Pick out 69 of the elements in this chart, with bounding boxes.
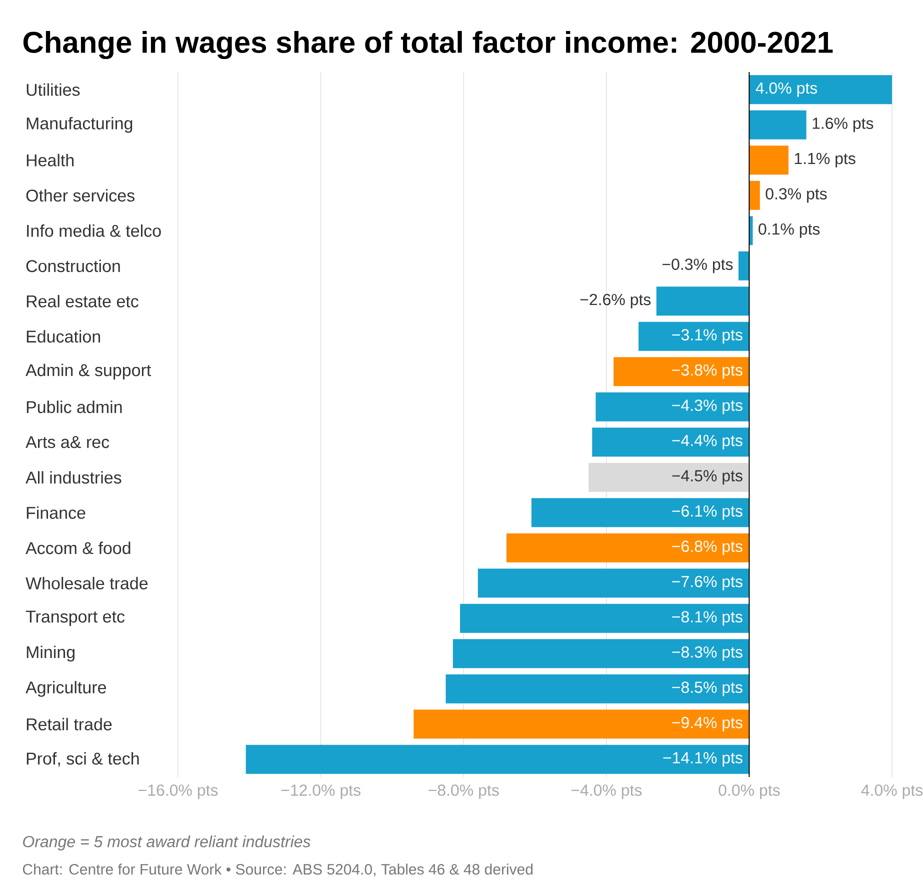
x-tick-label: 0.0% pts [718, 784, 780, 800]
bar [749, 75, 892, 104]
bar [478, 568, 750, 598]
data-label: −8.3% pts [672, 646, 742, 661]
y-tick-label: Health [26, 154, 74, 166]
bar [588, 462, 750, 492]
bar [446, 674, 750, 704]
x-tick-label: 4.0% pts [861, 784, 923, 800]
data-label: 1.6% pts [812, 118, 874, 132]
bar [749, 110, 806, 140]
y-tick-label: Finance [26, 506, 86, 519]
data-label: 1.1% pts [794, 152, 856, 168]
y-tick-label: Education [26, 330, 100, 343]
data-label: −0.3% pts [662, 258, 733, 274]
data-label: −7.6% pts [672, 576, 742, 590]
y-tick-label: Mining [26, 646, 74, 662]
y-tick-label: Info media & telco [27, 224, 161, 237]
bar [749, 146, 788, 175]
data-label: −6.1% pts [672, 505, 742, 520]
x-tick-label: −8.0% pts [428, 784, 499, 800]
data-label: 0.3% pts [766, 188, 827, 203]
bar [738, 251, 750, 280]
y-tick-label: Retail trade [26, 718, 112, 730]
bar [414, 710, 750, 739]
bar [506, 533, 750, 562]
x-tick-label: −16.0% pts [138, 784, 218, 800]
data-label: −14.1% pts [663, 752, 742, 767]
data-label: −2.6% pts [580, 294, 651, 308]
y-tick-label: Public admin [26, 400, 122, 414]
bar [592, 428, 750, 457]
data-label: 0.1% pts [758, 223, 820, 238]
y-tick-label: Construction [26, 260, 120, 272]
data-label: −8.5% pts [672, 682, 742, 696]
y-tick-label: Wholesale trade [26, 576, 148, 590]
chart-title: Change in wages share of total factor income: 2000-2021 [23, 30, 833, 60]
y-tick-label: Accom & food [26, 542, 130, 554]
data-label: −3.8% pts [672, 364, 742, 379]
x-tick-label: −4.0% pts [571, 784, 642, 800]
y-tick-label: Transport etc [26, 610, 125, 626]
data-label: −6.8% pts [672, 540, 742, 556]
bar [749, 216, 753, 246]
bar [596, 392, 750, 422]
y-tick-label: Other services [26, 189, 134, 202]
text: Orange = 5 most award reliant industries [23, 836, 310, 850]
bar [656, 286, 750, 316]
data-label: −4.3% pts [672, 400, 742, 414]
y-tick-label: Prof, sci & tech [26, 752, 139, 767]
x-tick-label: −12.0% pts [281, 784, 360, 800]
data-label: −4.5% pts [672, 470, 742, 485]
y-tick-label: All industries [26, 471, 122, 484]
y-tick-label: Agriculture [26, 680, 106, 697]
data-label: 4.0% pts [756, 82, 818, 97]
y-tick-label: Arts a& rec [26, 436, 110, 448]
data-label: −4.4% pts [672, 434, 742, 450]
bar [638, 322, 750, 351]
bar [460, 604, 750, 633]
data-label: −9.4% pts [672, 716, 742, 732]
y-tick-label: Utilities [26, 83, 80, 96]
bar [614, 357, 750, 386]
y-tick-label: Manufacturing [26, 116, 132, 133]
data-label: −3.1% pts [672, 329, 742, 344]
bar [749, 180, 760, 210]
data-label: −8.1% pts [672, 611, 742, 626]
text: Chart: Centre for Future Work • Source: ABS 5204.0, Tables 46 & 48 derived [22, 864, 533, 876]
bar [246, 744, 750, 774]
bar [531, 498, 750, 528]
y-tick-label: Real estate etc [26, 294, 138, 308]
y-tick-label: Admin & support [26, 364, 152, 380]
bar [452, 639, 750, 668]
